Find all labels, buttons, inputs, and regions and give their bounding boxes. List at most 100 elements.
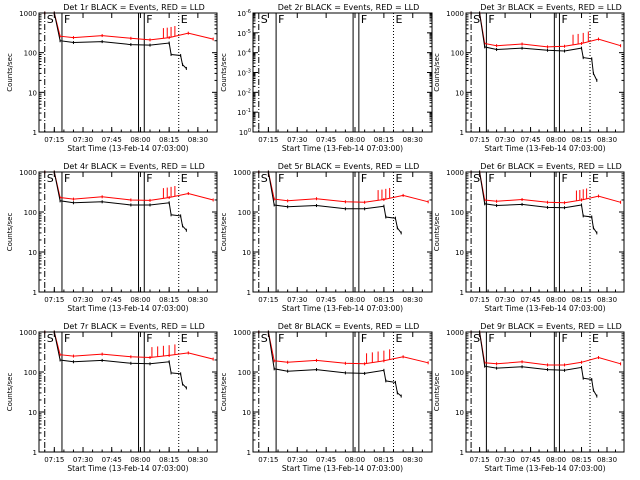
x-tick-label: 07:15 [44,456,64,464]
x-tick-label: 07:15 [469,296,489,304]
x-tick-label: 08:30 [597,296,617,304]
marker-label: S [473,13,480,26]
y-axis-label: Counts/sec [220,53,228,92]
y-tick-label: 1000 [446,169,464,177]
x-tick-label: 07:30 [495,296,515,304]
x-tick-label: 07:30 [287,136,307,144]
y-tick-label: 1 [33,289,37,297]
marker-label: E [396,172,403,185]
panel-1: Det 1r BLACK = Events, RED = LLD 1 10 100 10… [6,3,218,153]
x-axis-label: Start Time (13-Feb-14 07:03:00) [282,144,403,153]
x-tick-label: 08:00 [345,136,365,144]
marker-label: F [361,332,367,345]
y-tick-label: 10 [28,249,37,257]
panel-5: Det 5r BLACK = Events, RED = LLD 1 10 100 10… [220,162,433,313]
y-axis-label: Counts/sec [433,53,441,92]
plot-frame [38,331,218,453]
x-tick-label: 08:30 [188,296,208,304]
y-tick-label: 100 [239,128,251,137]
x-axis-label: Start Time (13-Feb-14 07:03:00) [282,304,403,313]
x-tick-label: 07:45 [520,136,540,144]
marker-label: S [473,172,480,185]
x-axis-label: Start Time (13-Feb-14 07:03:00) [67,304,188,313]
marker-label: F [64,13,70,26]
x-tick-label: 08:15 [159,296,179,304]
x-tick-label: 08:00 [130,136,150,144]
marker-label: F [561,13,567,26]
marker-label: F [561,172,567,185]
marker-label: S [261,172,268,185]
x-tick-label: 08:30 [597,136,617,144]
y-tick-label: 1000 [19,329,37,337]
panel-title: Det 4r BLACK = Events, RED = LLD [63,162,205,171]
marker-label: F [278,13,284,26]
x-tick-label: 08:30 [188,456,208,464]
x-tick-label: 08:15 [374,296,394,304]
panel-title: Det 7r BLACK = Events, RED = LLD [63,322,205,331]
series-line-events [258,331,402,397]
x-tick-label: 08:00 [345,456,365,464]
marker-label: F [64,332,70,345]
series-line-lld [44,331,214,360]
x-tick-label: 08:00 [546,136,566,144]
x-tick-label: 08:30 [188,136,208,144]
x-axis-label: Start Time (13-Feb-14 07:03:00) [484,464,605,473]
marker-label: F [146,332,152,345]
x-tick-label: 08:00 [345,296,365,304]
y-tick-label: 10 [28,89,37,97]
marker-label: F [146,172,152,185]
panel-title: Det 2r BLACK = Events, RED = LLD [278,3,420,12]
x-tick-label: 07:15 [258,136,278,144]
x-tick-label: 08:15 [374,136,394,144]
y-tick-label: 1 [460,289,464,297]
series-line-events [258,171,402,234]
series-line-events [471,331,598,397]
y-tick-label: 1000 [19,169,37,177]
x-tick-label: 07:15 [469,136,489,144]
y-tick-label: 10 [242,409,251,417]
y-tick-label: 1000 [446,10,464,18]
panel-title: Det 9r BLACK = Events, RED = LLD [480,322,622,331]
marker-label: E [592,332,599,345]
plot-frame [38,171,218,293]
marker-label: F [361,172,367,185]
y-tick-label: 100 [451,50,464,58]
x-tick-label: 07:45 [102,136,122,144]
panel-4: Det 4r BLACK = Events, RED = LLD 1 10 100 10… [6,162,218,313]
y-tick-label: 1 [247,289,251,297]
x-tick-label: 08:30 [403,296,423,304]
marker-label: S [47,13,54,26]
x-axis-label: Start Time (13-Feb-14 07:03:00) [282,464,403,473]
plot-frame [38,12,218,133]
plot-frame [252,12,433,133]
y-tick-label: 10 [242,249,251,257]
y-tick-label: 1 [460,129,464,137]
y-tick-label: 10 [455,249,464,257]
panel-title: Det 1r BLACK = Events, RED = LLD [63,3,205,12]
y-tick-label: 10 [455,89,464,97]
marker-label: E [181,13,188,26]
marker-label: E [592,172,599,185]
x-tick-label: 07:45 [316,136,336,144]
panel-2: Det 2r BLACK = Events, RED = LLD 100 10-1 1… [220,3,433,153]
x-tick-label: 07:45 [520,296,540,304]
marker-label: F [64,172,70,185]
marker-label: F [488,13,494,26]
panel-9: Det 9r BLACK = Events, RED = LLD 1 10 100 10… [433,322,625,473]
y-tick-label: 1000 [233,329,251,337]
y-tick-label: 10-1 [237,108,251,117]
panel-title: Det 3r BLACK = Events, RED = LLD [480,3,622,12]
marker-label: E [181,172,188,185]
x-tick-label: 07:30 [495,136,515,144]
y-axis-label: Counts/sec [6,373,14,412]
marker-label: F [561,332,567,345]
y-tick-label: 1000 [446,329,464,337]
x-tick-label: 07:15 [44,136,64,144]
plot-frame [465,12,625,133]
y-axis-label: Counts/sec [220,373,228,412]
x-tick-label: 07:30 [73,136,93,144]
series-line-events [44,12,187,69]
x-tick-label: 07:45 [102,456,122,464]
y-tick-label: 10-4 [237,49,251,58]
y-tick-label: 1000 [233,169,251,177]
